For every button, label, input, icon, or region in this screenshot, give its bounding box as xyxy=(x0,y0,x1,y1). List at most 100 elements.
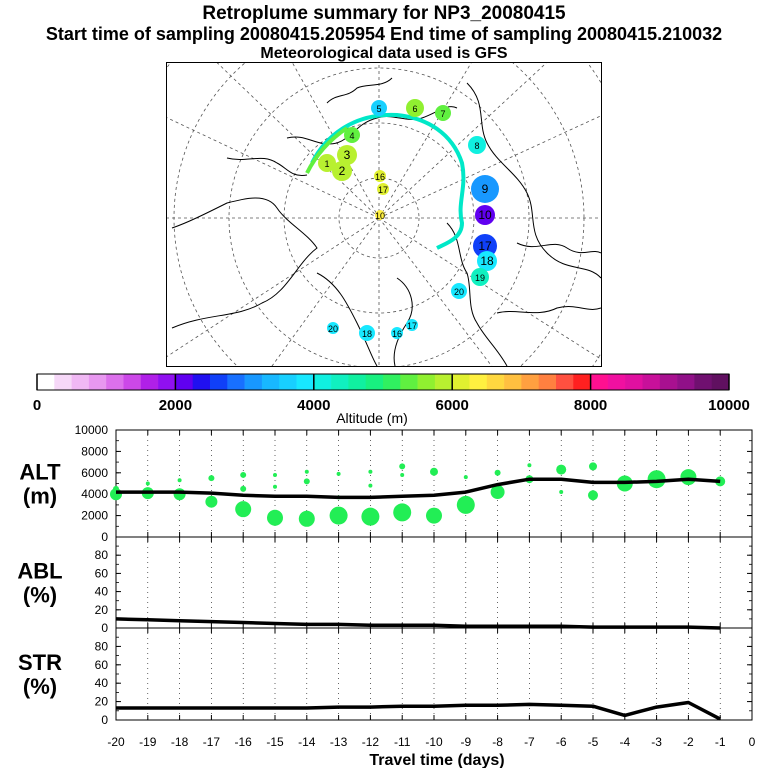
colorbar-tick-label: 6000 xyxy=(436,397,469,414)
colorbar-swatch xyxy=(123,374,142,390)
colorbar-swatch xyxy=(348,374,366,390)
x-tick-label: -17 xyxy=(203,735,221,749)
colorbar-tick-label: 0 xyxy=(33,397,41,414)
colorbar-swatch xyxy=(625,374,643,390)
plume-bubble xyxy=(173,488,186,501)
colorbar-swatch xyxy=(106,374,124,390)
x-tick-label: -4 xyxy=(619,735,630,749)
y-axis-label: ALT xyxy=(19,460,61,485)
map-marker-label: 1 xyxy=(324,159,329,169)
plume-bubble xyxy=(588,490,598,501)
colorbar-tick-label: 8000 xyxy=(574,397,607,414)
map-marker: 20 xyxy=(327,322,339,334)
plume-bubble xyxy=(303,478,310,485)
map-marker-dot xyxy=(332,161,352,181)
colorbar-swatch xyxy=(642,374,661,390)
colorbar-tick-label: 4000 xyxy=(297,397,330,414)
colorbar-swatch xyxy=(504,374,522,390)
plume-bubble xyxy=(494,469,501,476)
panel-alt: 0 2000 4000 6000 8000 10000 ALT(m) xyxy=(19,423,753,544)
map-marker: 17 xyxy=(406,319,418,331)
colorbar-swatch xyxy=(538,374,557,390)
plume-bubble xyxy=(527,463,532,468)
map-marker-label: 17 xyxy=(378,185,388,195)
map-marker: 2 xyxy=(332,161,352,181)
plume-bubble xyxy=(589,462,597,471)
plume-bubble xyxy=(336,471,341,476)
map-marker-label: 16 xyxy=(392,329,402,339)
plume-bubble xyxy=(361,507,380,526)
colorbar-tick-label: 10000 xyxy=(708,397,750,414)
map-marker: 7 xyxy=(435,105,451,121)
plume-bubble xyxy=(298,510,315,527)
map-marker-label: 2 xyxy=(339,164,346,178)
map-marker: 9 xyxy=(471,175,499,203)
x-tick-label: -5 xyxy=(588,735,599,749)
plume-bubble xyxy=(399,463,406,470)
plume-bubble xyxy=(430,467,438,476)
map-marker: 10 xyxy=(475,205,495,225)
y-tick-label: 0 xyxy=(101,621,108,635)
panel-abl: 0 20 40 60 80 ABL(%) xyxy=(17,536,753,635)
met-data-note: Meteorological data used is GFS xyxy=(260,45,508,62)
plume-bubble xyxy=(177,478,182,483)
x-tick-label: -18 xyxy=(171,735,189,749)
map-marker: 18 xyxy=(477,251,497,271)
map-graticule xyxy=(167,63,601,366)
map-marker-label: 19 xyxy=(475,273,485,283)
map-marker: 20 xyxy=(451,283,467,299)
y-tick-label: 4000 xyxy=(81,487,108,501)
map-marker: 10 xyxy=(375,210,385,221)
plume-bubble xyxy=(329,506,348,525)
series-line xyxy=(116,700,722,721)
map-marker: 19 xyxy=(471,268,489,286)
x-tick-label: -3 xyxy=(651,735,662,749)
trajectory-map: 5 6 7 8 9 10 17 18 19 20 18 16 17 20 4 3 2 1 17 16 10 xyxy=(166,62,602,367)
x-tick-label: -20 xyxy=(107,735,125,749)
map-marker: 3 xyxy=(337,145,357,165)
plume-bubble xyxy=(145,481,150,486)
colorbar-swatch xyxy=(659,374,678,390)
colorbar-swatch xyxy=(486,374,505,390)
map-marker-label: 17 xyxy=(407,321,417,331)
trajectory-line xyxy=(310,112,466,250)
map-marker: 5 xyxy=(371,100,387,116)
colorbar-swatch xyxy=(175,374,193,390)
plume-bubble xyxy=(240,485,247,492)
colorbar-swatch xyxy=(711,374,730,390)
map-marker-label: 10 xyxy=(375,211,385,221)
colorbar-swatch xyxy=(590,374,609,390)
colorbar xyxy=(36,373,730,391)
plume-bubble xyxy=(273,484,277,489)
plume-bubble xyxy=(208,475,215,482)
map-marker-label: 16 xyxy=(375,172,385,182)
plume-bubble xyxy=(205,495,218,508)
map-marker-label: 5 xyxy=(376,104,381,114)
y-axis-label-unit: (m) xyxy=(23,484,57,509)
plume-bubble xyxy=(463,475,468,480)
colorbar-swatch xyxy=(37,374,55,390)
x-tick-label: -16 xyxy=(235,735,253,749)
map-marker-dot xyxy=(327,322,339,334)
colorbar-swatch xyxy=(521,374,539,390)
map-marker-dot xyxy=(374,170,386,182)
map-marker-dot xyxy=(371,100,387,116)
y-tick-label: 40 xyxy=(95,676,109,690)
x-tick-label: -8 xyxy=(492,735,503,749)
y-tick-label: 80 xyxy=(95,548,109,562)
plume-bubble xyxy=(426,507,442,524)
map-marker-label: 10 xyxy=(478,208,492,222)
y-tick-label: 0 xyxy=(101,530,108,544)
colorbar-swatch xyxy=(192,374,211,390)
plume-bubble xyxy=(368,469,373,474)
map-marker-dot xyxy=(337,145,357,165)
map-marker-dot xyxy=(435,105,451,121)
x-tick-label: -2 xyxy=(683,735,694,749)
map-marker-label: 18 xyxy=(362,329,372,339)
map-marker: 17 xyxy=(377,183,389,195)
colorbar-swatch xyxy=(556,374,574,390)
x-tick-label: -11 xyxy=(394,735,411,749)
map-marker: 16 xyxy=(391,327,403,339)
plume-bubble xyxy=(304,469,309,474)
x-tick-label: -13 xyxy=(330,735,348,749)
